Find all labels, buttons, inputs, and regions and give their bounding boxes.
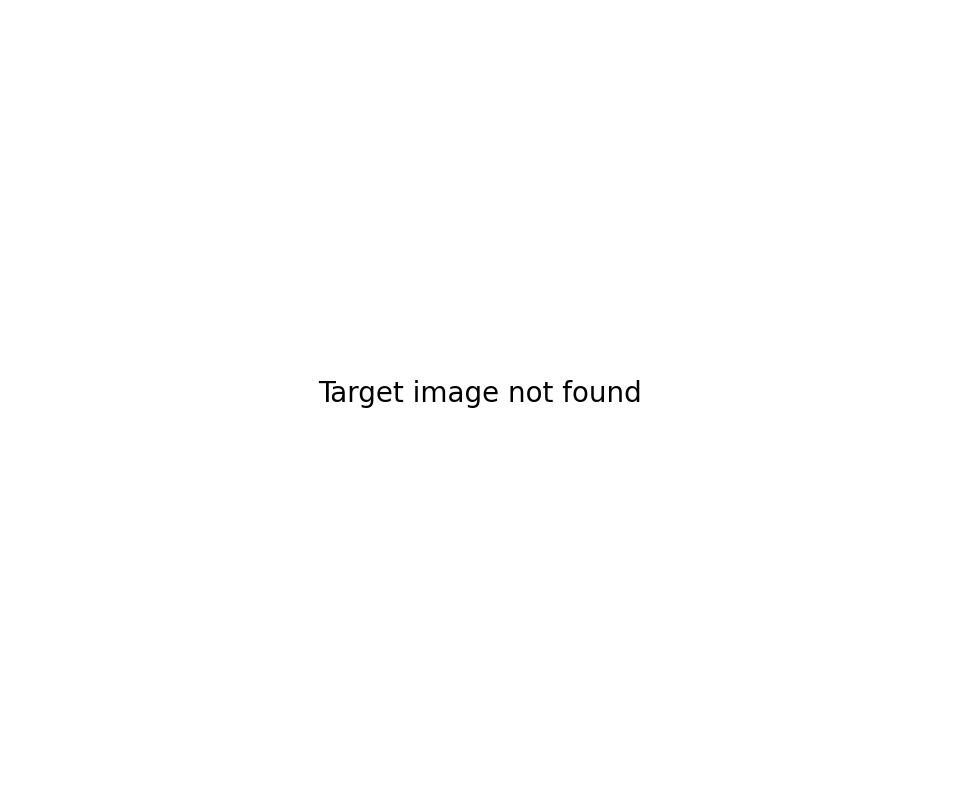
Text: Target image not found: Target image not found (317, 380, 642, 408)
